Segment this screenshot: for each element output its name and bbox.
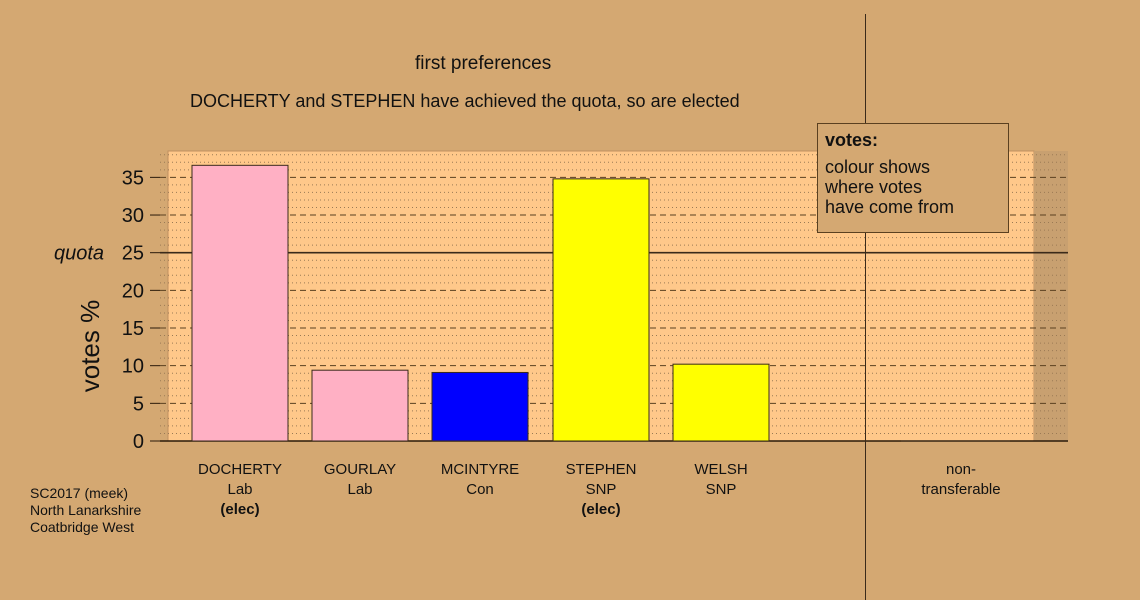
candidate-name: MCINTYRE bbox=[440, 461, 520, 478]
candidate-label-welsh: WELSH SNP bbox=[661, 460, 781, 500]
candidate-label-docherty: DOCHERTY Lab (elec) bbox=[180, 460, 300, 520]
candidate-label-mcintyre: MCINTYRE Con bbox=[420, 460, 540, 500]
candidate-label-gourlay: GOURLAY Lab bbox=[300, 460, 420, 500]
source-line-2: North Lanarkshire bbox=[30, 502, 142, 518]
bar-mcintyre bbox=[431, 371, 529, 442]
y-tick-label: 35 bbox=[122, 167, 144, 189]
candidate-party: Con bbox=[466, 481, 494, 498]
y-tick-label: 0 bbox=[133, 431, 144, 453]
source-line-3: Coatbridge West bbox=[30, 519, 135, 535]
source-info: SC2017 (meek) North Lanarkshire Coatbrid… bbox=[30, 485, 141, 536]
source-line-1: SC2017 (meek) bbox=[30, 485, 129, 501]
elected-status: (elec) bbox=[581, 501, 621, 518]
legend: votes: colour shows where votes have com… bbox=[817, 123, 1009, 233]
legend-title: votes: bbox=[825, 130, 879, 150]
candidate-name: STEPHEN bbox=[565, 461, 637, 478]
chart-subtitle: DOCHERTY and STEPHEN have achieved the q… bbox=[190, 91, 740, 111]
candidate-party: SNP bbox=[585, 481, 617, 498]
bar-stephen bbox=[552, 178, 650, 442]
candidate-name: GOURLAY bbox=[323, 461, 397, 478]
candidate-party: SNP bbox=[705, 481, 737, 498]
chart-title: first preferences bbox=[415, 53, 552, 74]
non-transferable-line-1: non- bbox=[945, 461, 977, 478]
elected-status: (elec) bbox=[220, 501, 260, 518]
y-axis-label: votes % bbox=[75, 300, 105, 393]
nontransferable-zone bbox=[1034, 151, 1068, 441]
quota-label: quota bbox=[54, 243, 104, 265]
candidate-label-stephen: STEPHEN SNP (elec) bbox=[541, 460, 661, 520]
bar-docherty bbox=[191, 164, 289, 442]
section-divider bbox=[865, 14, 866, 600]
legend-line-3: have come from bbox=[825, 197, 955, 217]
non-transferable-label: non-transferable bbox=[901, 460, 1021, 500]
y-tick-label: 20 bbox=[122, 280, 144, 302]
candidate-party: Lab bbox=[227, 481, 253, 498]
y-tick-label: 25 bbox=[122, 243, 144, 265]
candidate-party: Lab bbox=[347, 481, 373, 498]
y-tick-label: 30 bbox=[122, 205, 144, 227]
non-transferable-line-2: transferable bbox=[921, 481, 1001, 498]
y-tick-label: 5 bbox=[133, 393, 144, 415]
candidate-name: DOCHERTY bbox=[198, 461, 282, 478]
bar-gourlay bbox=[311, 369, 409, 442]
legend-line-2: where votes bbox=[825, 177, 923, 197]
y-tick-label: 15 bbox=[122, 318, 144, 340]
bar-welsh bbox=[672, 363, 770, 442]
candidate-name: WELSH bbox=[694, 461, 748, 478]
legend-line-1: colour shows bbox=[825, 157, 931, 177]
y-tick-label: 10 bbox=[122, 356, 144, 378]
